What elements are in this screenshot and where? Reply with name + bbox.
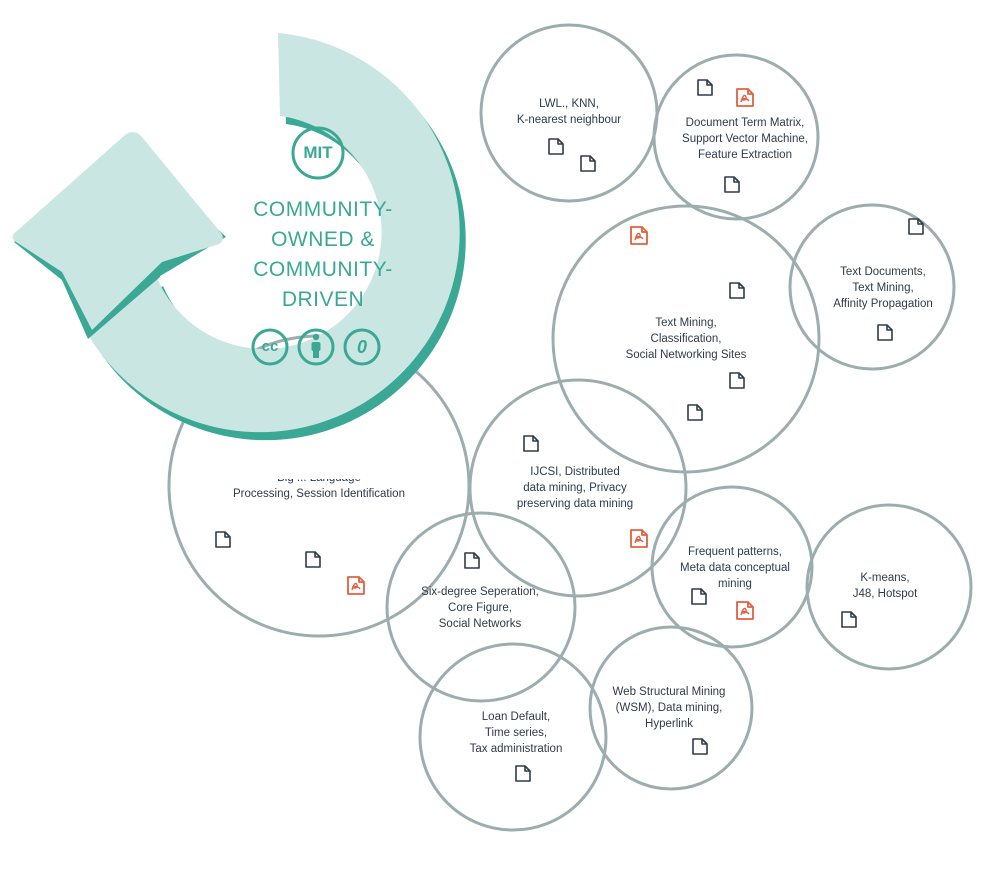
document-icon[interactable]	[841, 611, 857, 628]
circle-dtm	[652, 53, 820, 221]
label-textmining: Text Mining, Classification, Social Netw…	[625, 317, 747, 361]
document-icon[interactable]	[877, 324, 893, 341]
label-kmeans: K-means, J48, Hotspot	[852, 572, 918, 600]
label-bigdata: Big ... Language Processing, Session Ide…	[233, 472, 405, 500]
document-icon[interactable]	[464, 552, 480, 569]
license-icons	[251, 126, 381, 366]
cc-icon	[251, 328, 289, 366]
label-dtm: Document Term Matrix, Support Vector Mac…	[682, 117, 808, 161]
circle-wsm	[588, 625, 754, 791]
circle-textdocs	[788, 203, 956, 371]
pdf-icon[interactable]	[347, 576, 365, 595]
zero-label: 0	[356, 337, 367, 357]
pdf-icon[interactable]	[736, 88, 754, 107]
document-icon[interactable]	[692, 738, 708, 755]
document-icon[interactable]	[687, 404, 703, 421]
mit-badge-ring	[291, 126, 345, 180]
document-icon[interactable]	[548, 138, 564, 155]
document-icon[interactable]	[729, 282, 745, 299]
document-icon[interactable]	[215, 531, 231, 548]
circle-kmeans	[805, 503, 973, 671]
person-icon	[297, 328, 335, 366]
label-lwl: LWL., KNN, K-nearest neighbour	[516, 98, 622, 126]
document-icon[interactable]	[908, 218, 924, 235]
label-textdocs: Text Documents, Text Mining, Affinity Pr…	[833, 266, 933, 310]
mit-label: MIT	[303, 143, 333, 162]
document-icon[interactable]	[515, 765, 531, 782]
arrow-ring	[87, 33, 460, 433]
label-wsm: Web Structural Mining (WSM), Data mining…	[612, 686, 726, 730]
document-icon[interactable]	[697, 79, 713, 96]
circle-ijcsi	[468, 378, 688, 598]
arrow-head	[12, 132, 223, 330]
pdf-icon[interactable]	[630, 226, 648, 245]
document-icon[interactable]	[729, 372, 745, 389]
cc-label: cc	[261, 338, 279, 355]
community-heading: COMMUNITY- OWNED & COMMUNITY- DRIVEN	[253, 198, 393, 311]
pdf-icon[interactable]	[630, 529, 648, 548]
pdf-icon[interactable]	[736, 601, 754, 620]
circle-loan	[418, 642, 608, 832]
circular-arrow	[12, 33, 466, 441]
label-sixdegree: Six-degree Seperation, Core Figure, Soci…	[421, 586, 539, 630]
document-icon[interactable]	[523, 435, 539, 452]
label-loan: Loan Default, Time series, Tax administr…	[469, 711, 563, 755]
topic-circles	[167, 23, 973, 832]
document-icon[interactable]	[724, 176, 740, 193]
label-frequent: Frequent patterns, Meta data conceptual …	[680, 546, 790, 590]
document-icon[interactable]	[580, 155, 596, 172]
circle-frequent	[650, 485, 814, 649]
document-icon[interactable]	[305, 551, 321, 568]
label-ijcsi: IJCSI, Distributed data mining, Privacy …	[516, 466, 634, 510]
zero-icon	[343, 328, 381, 366]
circle-sixdegree	[385, 511, 577, 703]
